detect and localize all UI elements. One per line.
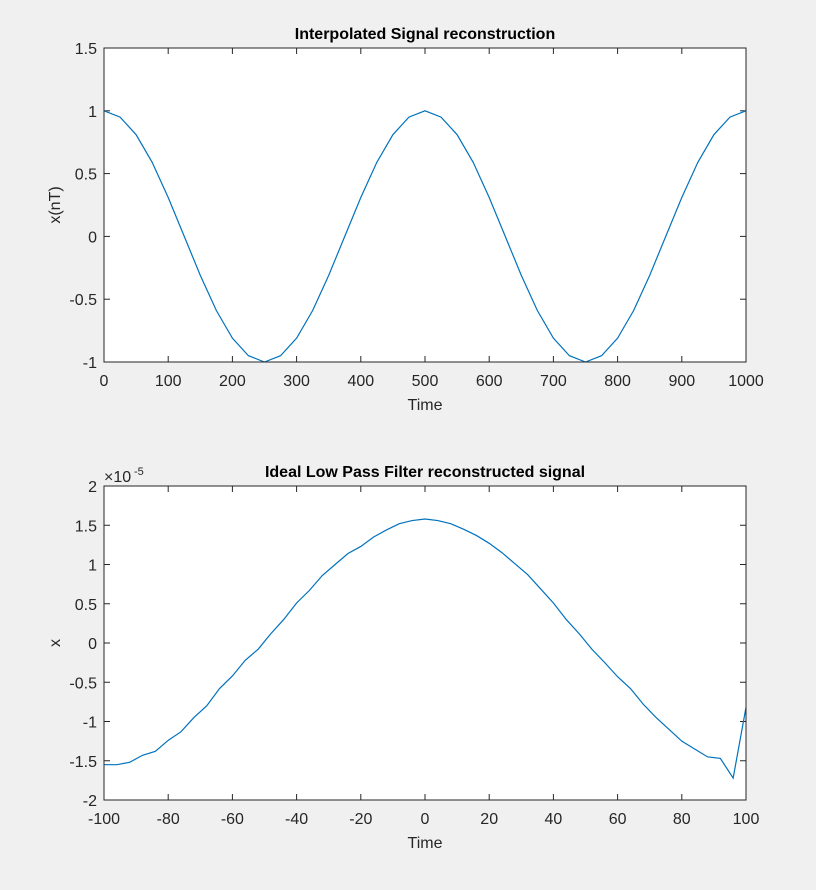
x-tick-label: 100: [733, 811, 760, 828]
x-tick-label: 20: [480, 811, 498, 828]
data-line: [104, 518, 747, 780]
x-tick-label: 800: [604, 373, 631, 390]
x-tick-label: 600: [476, 373, 503, 390]
y-tick-label: 1: [88, 558, 97, 575]
x-tick-label: -20: [349, 811, 372, 828]
y-tick-label: 0: [88, 636, 97, 653]
data-line: [103, 110, 747, 363]
plot-area: [104, 486, 746, 800]
y-tick-label: 0: [88, 229, 97, 246]
y-tick-label: 1.5: [75, 518, 97, 535]
x-tick-label: 0: [421, 811, 430, 828]
y-tick-label: 0.5: [75, 597, 97, 614]
y-tick-label: -2: [83, 793, 97, 810]
chart-title: Interpolated Signal reconstruction: [295, 26, 555, 43]
x-tick-label: 80: [673, 811, 691, 828]
y-exponent: -5: [134, 466, 144, 478]
y-tick-label: 0.5: [75, 167, 97, 184]
axes-box: [103, 485, 747, 801]
y-tick-label: 1.5: [75, 41, 97, 58]
y-axis-label: x(nT): [47, 186, 64, 223]
x-tick-label: -40: [285, 811, 308, 828]
x-tick-label: 40: [545, 811, 563, 828]
x-tick-label: -100: [88, 811, 120, 828]
y-tick-label: -0.5: [69, 292, 97, 309]
x-tick-label: -60: [221, 811, 244, 828]
y-exponent-base: ×10: [104, 469, 131, 486]
y-tick-label: -1: [83, 355, 97, 372]
x-tick-label: 0: [100, 373, 109, 390]
axes-box: [103, 47, 747, 363]
x-tick-label: 60: [609, 811, 627, 828]
x-tick-label: 400: [347, 373, 374, 390]
plot-area: [104, 48, 746, 362]
y-tick-label: -1.5: [69, 754, 97, 771]
x-axis-label: Time: [408, 835, 443, 852]
x-tick-label: 100: [155, 373, 182, 390]
x-tick-label: 500: [412, 373, 439, 390]
y-tick-label: 1: [88, 104, 97, 121]
y-tick-label: -1: [83, 715, 97, 732]
chart-title: Ideal Low Pass Filter reconstructed sign…: [265, 464, 585, 481]
x-tick-label: 300: [283, 373, 310, 390]
x-tick-label: 700: [540, 373, 567, 390]
x-tick-label: 900: [668, 373, 695, 390]
x-tick-label: 1000: [728, 373, 764, 390]
x-axis-label: Time: [408, 397, 443, 414]
x-tick-label: -80: [157, 811, 180, 828]
x-tick-label: 200: [219, 373, 246, 390]
y-tick-label: 2: [88, 479, 97, 496]
y-axis-label: x: [47, 639, 64, 647]
y-tick-label: -0.5: [69, 675, 97, 692]
